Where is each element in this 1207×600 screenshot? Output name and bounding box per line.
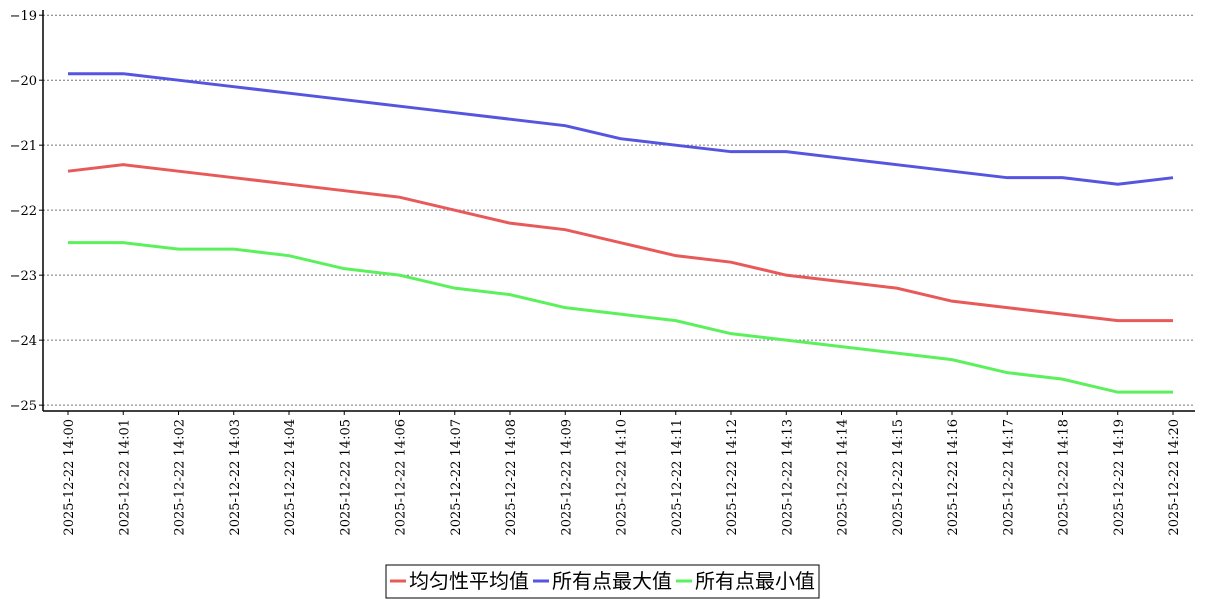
- x-tick-label: 2025-12-22 14:03: [228, 419, 243, 536]
- x-tick-label: 2025-12-22 14:18: [1057, 419, 1072, 536]
- x-tick-label: 2025-12-22 14:19: [1112, 419, 1127, 536]
- x-tick-label: 2025-12-22 14:02: [173, 419, 188, 536]
- series-line: [68, 241, 1173, 394]
- series-line: [67, 163, 1173, 323]
- legend-label: 均匀性平均值: [409, 569, 529, 593]
- x-tick-label: 2025-12-22 14:08: [504, 419, 519, 536]
- x-tick-label: 2025-12-22 14:13: [780, 419, 795, 536]
- y-tick-label: −21: [10, 139, 37, 154]
- x-tick-label: 2025-12-22 14:06: [394, 419, 409, 536]
- x-tick-label: 2025-12-22 14:05: [338, 419, 353, 536]
- legend-box: [385, 564, 820, 599]
- x-tick-label: 2025-12-22 14:15: [891, 419, 906, 536]
- legend-label: 所有点最大值: [552, 569, 672, 593]
- y-tick-label: −24: [10, 334, 37, 349]
- legend-label: 所有点最小值: [695, 569, 815, 593]
- x-tick-label: 2025-12-22 14:10: [615, 419, 630, 536]
- x-tick-label: 2025-12-22 14:17: [1001, 419, 1016, 536]
- y-tick-label: −20: [10, 74, 37, 89]
- x-tick-label: 2025-12-22 14:20: [1167, 419, 1182, 536]
- x-tick-label: 2025-12-22 14:11: [670, 419, 685, 536]
- y-tick-label: −23: [10, 269, 37, 284]
- x-tick-label: 2025-12-22 14:04: [283, 419, 298, 536]
- legend: 均匀性平均值 所有点最大值 所有点最小值: [385, 564, 820, 599]
- y-tick-label: −22: [10, 204, 37, 219]
- x-tick-label: 2025-12-22 14:14: [836, 419, 851, 536]
- y-tick-label: −25: [10, 399, 37, 414]
- series-line: [68, 72, 1174, 186]
- y-tick-label: −19: [10, 9, 37, 24]
- x-tick-label: 2025-12-22 14:00: [62, 419, 77, 536]
- x-tick-label: 2025-12-22 14:12: [725, 419, 740, 536]
- x-tick-label: 2025-12-22 14:01: [117, 419, 132, 536]
- x-tick-label: 2025-12-22 14:07: [449, 419, 464, 536]
- x-tick-label: 2025-12-22 14:16: [946, 419, 961, 536]
- x-tick-label: 2025-12-22 14:09: [559, 419, 574, 536]
